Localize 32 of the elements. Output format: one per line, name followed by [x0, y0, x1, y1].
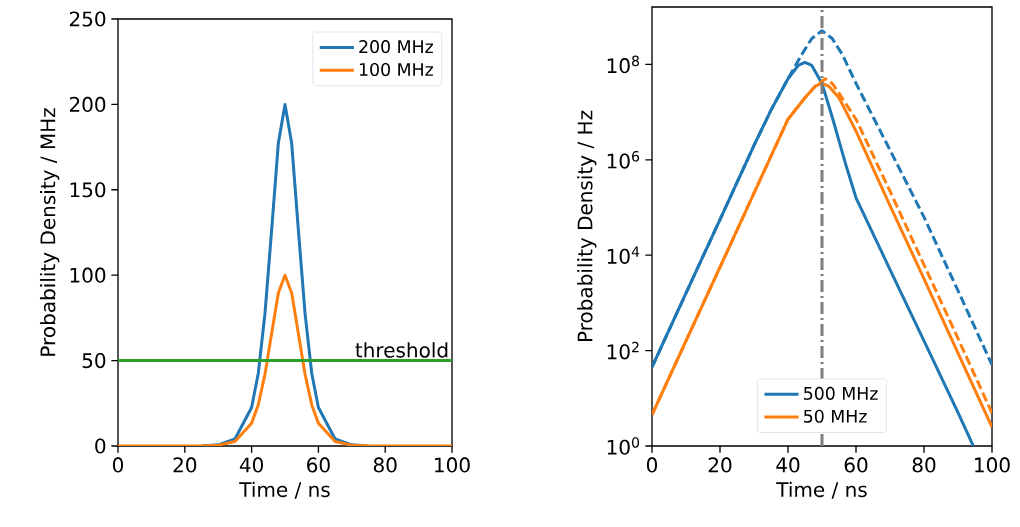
legend-label: 500 MHz: [804, 386, 878, 400]
y-tick-label: 0: [95, 438, 106, 454]
x-tick-label: 60: [307, 457, 330, 473]
x-tick-label: 100: [975, 457, 1010, 473]
x-tick-label: 60: [844, 457, 868, 473]
y-tick-label: 50: [82, 353, 106, 369]
y-tick-label: 100: [70, 267, 106, 283]
x-tick-label: 100: [435, 457, 470, 473]
y-tick-label: 10$^{4}$: [607, 246, 640, 264]
y-tick-label: 10$^{8}$: [607, 55, 639, 74]
ref-line-label: threshold: [355, 342, 448, 358]
legend-label: 50 MHz: [804, 409, 867, 423]
y-tick-label: 10$^{0}$: [607, 437, 640, 455]
y-tick-label: 200: [69, 96, 106, 112]
x-tick-label: 0: [646, 457, 658, 473]
y-tick-label: 10$^{6}$: [607, 150, 640, 169]
x-tick-label: 0: [112, 457, 124, 473]
y-tick-label: 10$^{2}$: [607, 341, 639, 360]
x-tick-label: 80: [912, 457, 936, 473]
y-axis-title: Probability Density / Hz: [577, 110, 597, 342]
y-tick-label: 150: [70, 182, 106, 198]
x-tick-label: 20: [708, 457, 732, 473]
x-tick-label: 80: [373, 457, 397, 473]
x-axis-title: Time / ns: [239, 481, 330, 499]
y-tick-label: 250: [69, 11, 106, 27]
x-axis-title: Time / ns: [776, 481, 867, 499]
x-tick-label: 40: [776, 457, 800, 473]
y-axis-title: Probability Density / MHz: [39, 108, 60, 356]
legend-label: 100 MHz: [359, 62, 433, 77]
x-tick-label: 20: [173, 457, 197, 473]
x-tick-label: 40: [239, 457, 263, 473]
legend-label: 200 MHz: [359, 40, 433, 54]
